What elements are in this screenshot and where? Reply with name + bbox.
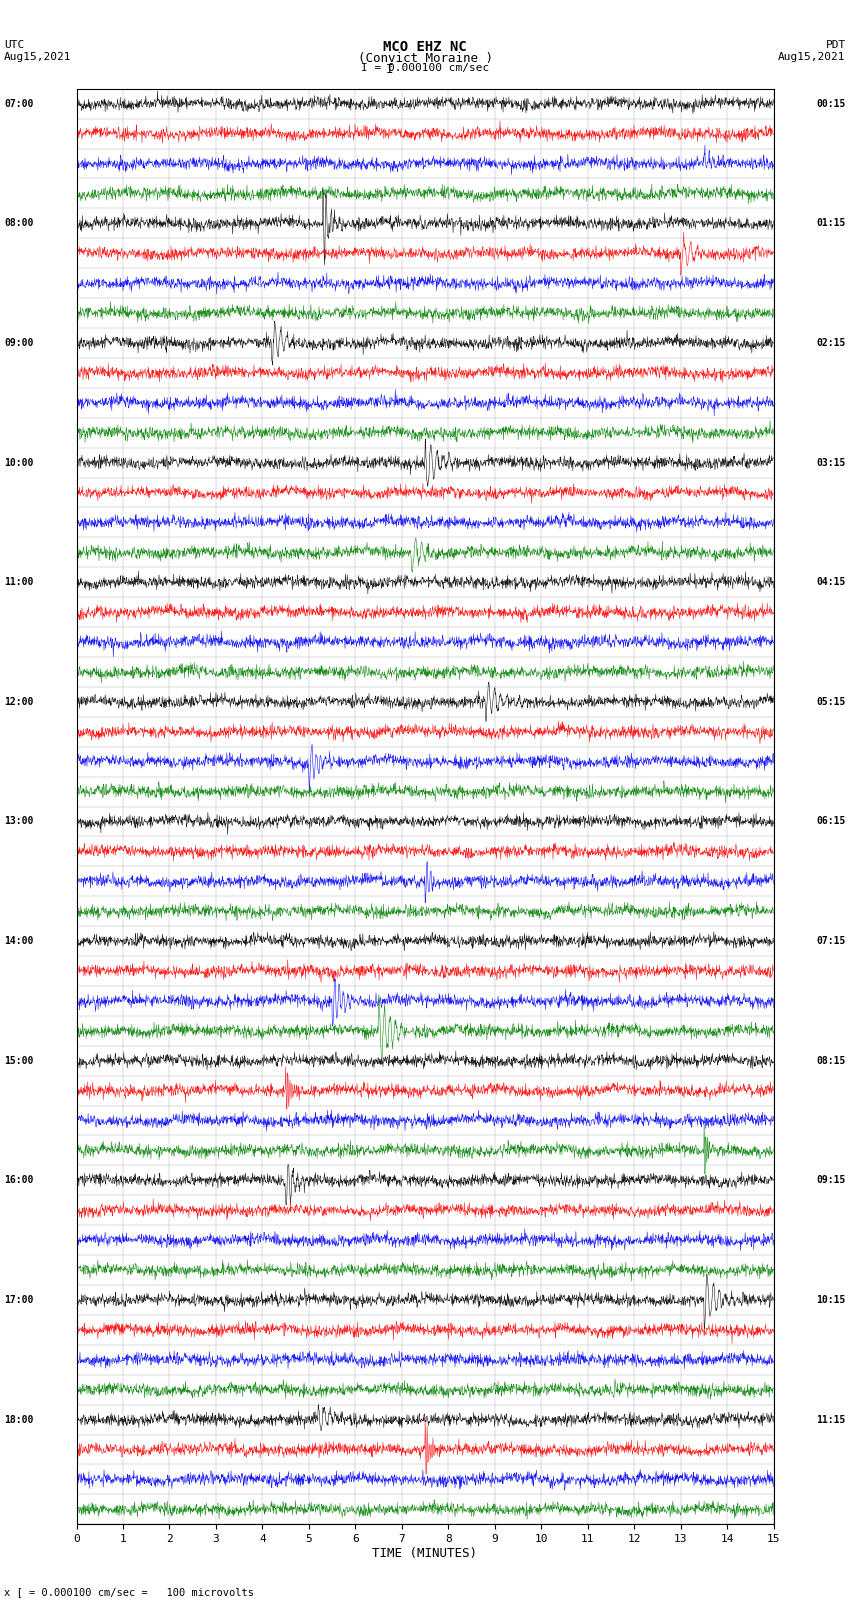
Text: 03:15: 03:15	[816, 458, 846, 468]
Text: I = 0.000100 cm/sec: I = 0.000100 cm/sec	[361, 63, 489, 73]
Text: 16:00: 16:00	[4, 1176, 34, 1186]
Text: PDT: PDT	[825, 40, 846, 50]
Text: 02:15: 02:15	[816, 339, 846, 348]
Text: 18:00: 18:00	[4, 1415, 34, 1424]
Text: 15:00: 15:00	[4, 1057, 34, 1066]
Text: (Convict Moraine ): (Convict Moraine )	[358, 52, 492, 65]
Text: 06:15: 06:15	[816, 816, 846, 826]
Text: MCO EHZ NC: MCO EHZ NC	[383, 40, 467, 55]
Text: 08:00: 08:00	[4, 218, 34, 229]
Text: 13:00: 13:00	[4, 816, 34, 826]
Text: 10:15: 10:15	[816, 1295, 846, 1305]
Text: 08:15: 08:15	[816, 1057, 846, 1066]
Text: 12:00: 12:00	[4, 697, 34, 706]
Text: x [ = 0.000100 cm/sec =   100 microvolts: x [ = 0.000100 cm/sec = 100 microvolts	[4, 1587, 254, 1597]
Text: 14:00: 14:00	[4, 936, 34, 947]
Text: 09:00: 09:00	[4, 339, 34, 348]
Text: UTC: UTC	[4, 40, 25, 50]
Text: 01:15: 01:15	[816, 218, 846, 229]
Text: 05:15: 05:15	[816, 697, 846, 706]
Text: 10:00: 10:00	[4, 458, 34, 468]
Text: 04:15: 04:15	[816, 577, 846, 587]
Text: 07:00: 07:00	[4, 98, 34, 108]
Text: Aug15,2021: Aug15,2021	[4, 52, 71, 61]
Text: 17:00: 17:00	[4, 1295, 34, 1305]
Text: Aug15,2021: Aug15,2021	[779, 52, 846, 61]
X-axis label: TIME (MINUTES): TIME (MINUTES)	[372, 1547, 478, 1560]
Text: 11:15: 11:15	[816, 1415, 846, 1424]
Text: 11:00: 11:00	[4, 577, 34, 587]
Text: 09:15: 09:15	[816, 1176, 846, 1186]
Text: 00:15: 00:15	[816, 98, 846, 108]
Text: I: I	[386, 63, 393, 76]
Text: 07:15: 07:15	[816, 936, 846, 947]
